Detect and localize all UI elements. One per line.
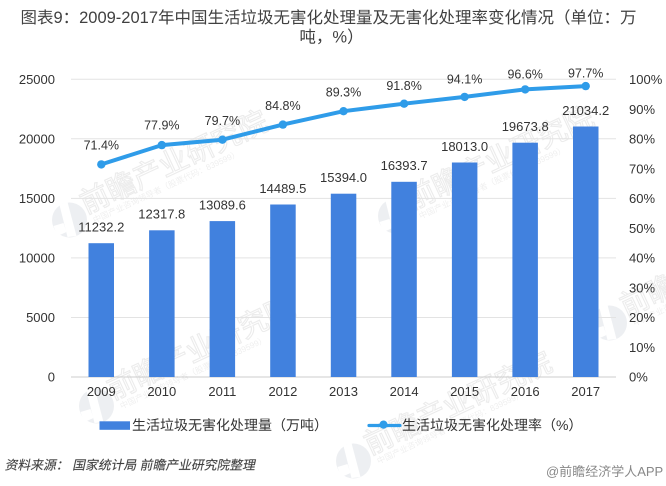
svg-text:2014: 2014 <box>390 384 419 399</box>
svg-text:80%: 80% <box>629 132 655 147</box>
svg-text:2016: 2016 <box>511 384 540 399</box>
svg-text:18013.0: 18013.0 <box>441 139 488 154</box>
svg-text:50%: 50% <box>629 221 655 236</box>
svg-text:15000: 15000 <box>19 191 55 206</box>
svg-text:60%: 60% <box>629 191 655 206</box>
svg-text:2015: 2015 <box>450 384 479 399</box>
svg-text:30%: 30% <box>629 280 655 295</box>
svg-text:96.6%: 96.6% <box>507 68 542 82</box>
svg-text:20%: 20% <box>629 310 655 325</box>
svg-text:79.7%: 79.7% <box>205 114 240 128</box>
svg-text:90%: 90% <box>629 102 655 117</box>
svg-text:89.3%: 89.3% <box>326 86 361 100</box>
svg-text:@: @ <box>546 464 559 479</box>
svg-text:70%: 70% <box>629 161 655 176</box>
svg-text:2013: 2013 <box>329 384 358 399</box>
svg-text:12317.8: 12317.8 <box>138 207 185 222</box>
svg-text:40%: 40% <box>629 251 655 266</box>
svg-text:2010: 2010 <box>147 384 176 399</box>
svg-text:77.9%: 77.9% <box>144 119 179 133</box>
svg-text:21034.2: 21034.2 <box>562 103 609 118</box>
svg-text:100%: 100% <box>629 72 663 87</box>
svg-text:25000: 25000 <box>19 72 55 87</box>
svg-text:%: % <box>332 29 347 47</box>
svg-text:94.1%: 94.1% <box>447 73 482 87</box>
svg-text:2011: 2011 <box>208 384 236 399</box>
svg-text:2009: 2009 <box>87 384 116 399</box>
svg-text:71.4%: 71.4% <box>84 139 119 153</box>
svg-text:84.8%: 84.8% <box>265 99 300 113</box>
svg-text:19673.8: 19673.8 <box>502 119 549 134</box>
svg-text:10%: 10% <box>629 340 655 355</box>
svg-text:0: 0 <box>48 370 55 385</box>
svg-text:20000: 20000 <box>19 132 55 147</box>
svg-text:5000: 5000 <box>26 310 55 325</box>
svg-text:10000: 10000 <box>19 251 55 266</box>
svg-text:97.7%: 97.7% <box>568 67 603 81</box>
svg-text:15394.0: 15394.0 <box>320 170 367 185</box>
svg-text:0%: 0% <box>629 370 648 385</box>
svg-text:2009-2017: 2009-2017 <box>79 9 158 27</box>
svg-text:16393.7: 16393.7 <box>381 158 428 173</box>
svg-text:%: % <box>556 417 568 433</box>
svg-text:91.8%: 91.8% <box>386 79 421 93</box>
svg-text:2017: 2017 <box>571 384 600 399</box>
svg-text:APP: APP <box>637 464 663 479</box>
svg-text:2012: 2012 <box>268 384 297 399</box>
svg-text:13089.6: 13089.6 <box>199 197 246 212</box>
svg-text:14489.5: 14489.5 <box>259 181 306 196</box>
svg-text:11232.2: 11232.2 <box>78 220 124 235</box>
svg-text:9: 9 <box>54 9 63 27</box>
